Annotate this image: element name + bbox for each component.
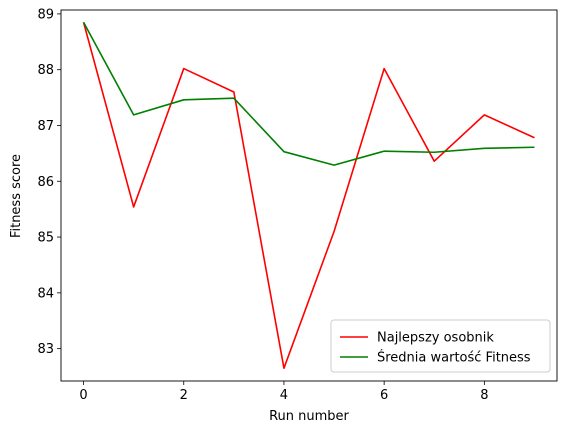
y-axis-label: Fitness score	[9, 154, 24, 238]
legend: Najlepszy osobnik Średnia wartość Fitnes…	[331, 320, 550, 372]
y-tick-label: 84	[37, 286, 54, 301]
x-axis-label: Run number	[269, 409, 349, 424]
legend-label-srednia-wartosc-fitness: Średnia wartość Fitness	[377, 350, 531, 366]
y-tick-label: 89	[37, 7, 54, 22]
y-tick-label: 88	[37, 63, 54, 78]
x-tick-label: 2	[180, 388, 188, 403]
y-tick-label: 86	[37, 175, 54, 190]
y-tick-label: 85	[37, 231, 54, 246]
x-tick-label: 4	[280, 388, 288, 403]
y-tick-label: 87	[37, 119, 54, 134]
y-tick-label: 83	[37, 342, 54, 357]
x-tick-label: 6	[380, 388, 388, 403]
legend-label-najlepszy-osobnik: Najlepszy osobnik	[377, 331, 494, 346]
x-tick-label: 0	[79, 388, 87, 403]
x-tick-label: 8	[480, 388, 488, 403]
